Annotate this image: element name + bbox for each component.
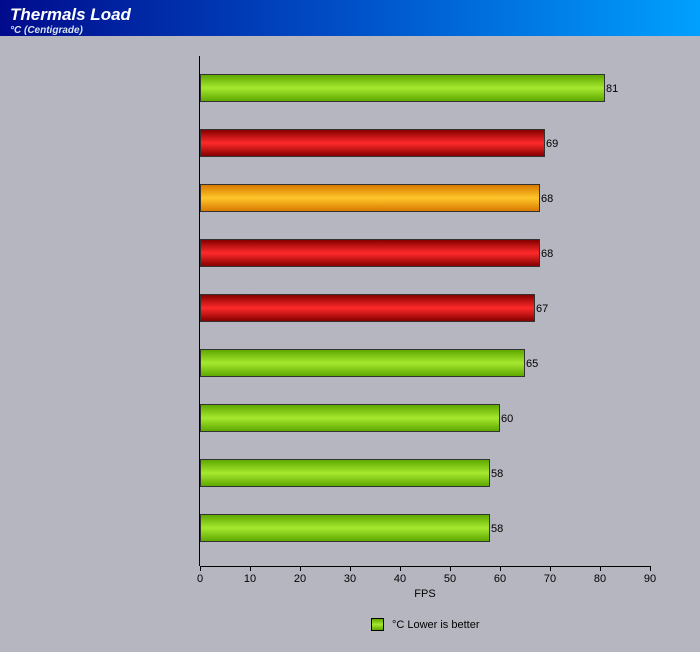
x-tick — [250, 566, 251, 571]
x-tick — [650, 566, 651, 571]
x-tick-label: 20 — [294, 573, 306, 585]
legend-text: °C Lower is better — [392, 619, 480, 631]
chart-subtitle: °C (Centigrade) — [10, 25, 690, 36]
bar: 58 — [200, 459, 490, 487]
x-tick-label: 30 — [344, 573, 356, 585]
bar-value: 68 — [541, 248, 553, 260]
bar: 81 — [200, 74, 605, 102]
x-tick — [450, 566, 451, 571]
bar: 68 — [200, 184, 540, 212]
chart-container: Thermals Load °C (Centigrade) Asus Strix… — [0, 0, 700, 652]
bar: 68 — [200, 239, 540, 267]
x-tick — [200, 566, 201, 571]
x-tick-label: 0 — [197, 573, 203, 585]
x-tick-label: 90 — [644, 573, 656, 585]
x-tick-label: 10 — [244, 573, 256, 585]
bar-value: 60 — [501, 413, 513, 425]
x-tick — [550, 566, 551, 571]
x-tick-label: 60 — [494, 573, 506, 585]
chart-title: Thermals Load — [10, 5, 690, 25]
bar: 69 — [200, 129, 545, 157]
bar-value: 69 — [546, 138, 558, 150]
x-tick — [350, 566, 351, 571]
plot-area: Asus Strix R9 390X Gaming 8G81XFX R9 380… — [8, 56, 692, 644]
bar-value: 58 — [491, 468, 503, 480]
x-tick — [300, 566, 301, 571]
bar: 65 — [200, 349, 525, 377]
x-tick-label: 80 — [594, 573, 606, 585]
chart-header: Thermals Load °C (Centigrade) — [0, 0, 700, 36]
bar: 58 — [200, 514, 490, 542]
x-tick — [400, 566, 401, 571]
bars-area: Asus Strix R9 390X Gaming 8G81XFX R9 380… — [200, 56, 650, 566]
x-tick-label: 40 — [394, 573, 406, 585]
x-tick-label: 50 — [444, 573, 456, 585]
bar-value: 58 — [491, 523, 503, 535]
bar: 60 — [200, 404, 500, 432]
x-axis-label: FPS — [200, 588, 650, 600]
bar: 67 — [200, 294, 535, 322]
bar-value: 67 — [536, 303, 548, 315]
legend: °C Lower is better — [200, 616, 650, 634]
x-axis-line — [200, 566, 650, 567]
x-tick-label: 70 — [544, 573, 556, 585]
x-tick — [500, 566, 501, 571]
bar-value: 81 — [606, 83, 618, 95]
x-tick — [600, 566, 601, 571]
bar-value: 68 — [541, 193, 553, 205]
bar-value: 65 — [526, 358, 538, 370]
legend-swatch — [371, 618, 384, 631]
